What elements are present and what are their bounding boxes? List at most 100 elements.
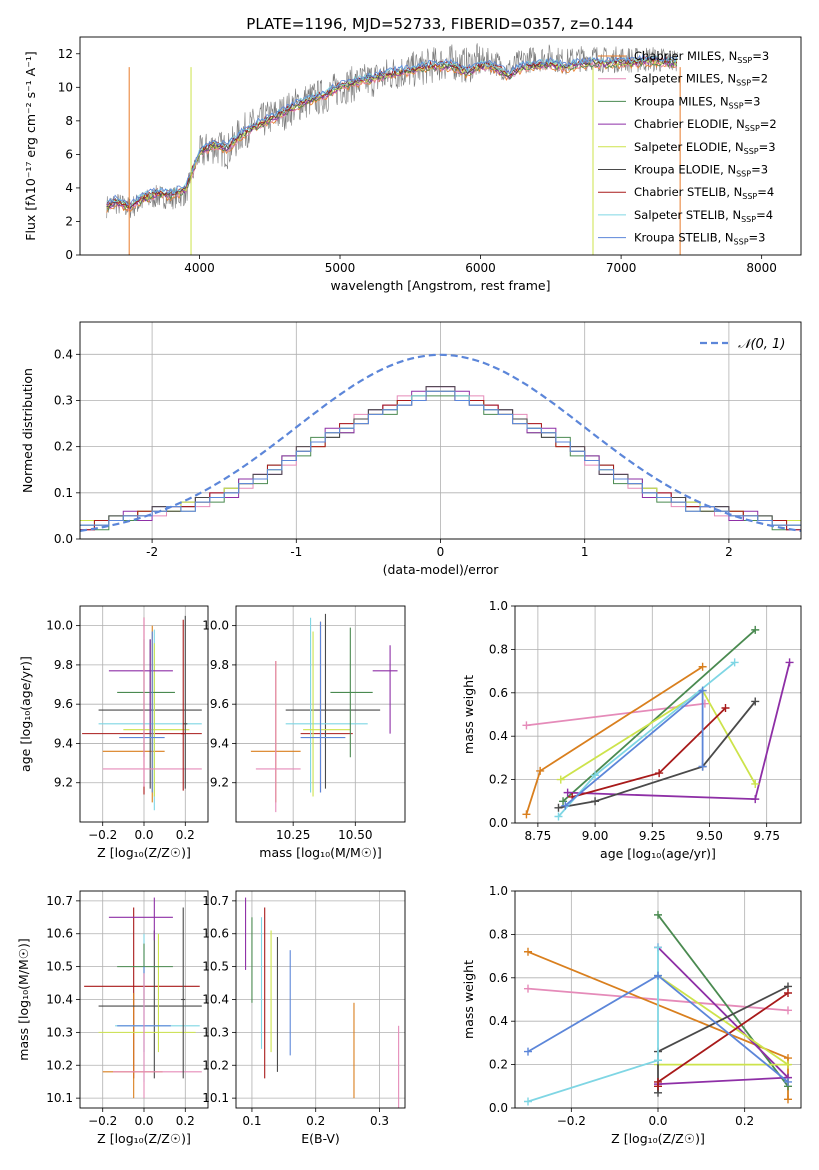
weight-marker: [524, 1097, 532, 1106]
y-axis-label: mass [log₁₀(M/M☉)]: [16, 938, 31, 1060]
y-tick-label: 9.6: [210, 697, 229, 711]
weight-marker: [524, 984, 532, 993]
x-tick-label: 0.2: [306, 1114, 325, 1128]
normal-curve: [80, 353, 801, 532]
x-tick-label: 5000: [325, 261, 356, 275]
y-tick-label: 0.1: [54, 486, 73, 500]
weight-marker: [654, 943, 662, 952]
weight-line: [657, 914, 789, 1087]
x-tick-label: −0.2: [557, 1114, 586, 1128]
legend-normal-label: 𝒩(0, 1): [738, 337, 785, 352]
y-tick-label: 0.2: [54, 440, 73, 454]
weight-marker: [591, 771, 600, 780]
model-spectrum-line: [106, 54, 678, 206]
weight-marker: [751, 697, 760, 706]
x-axis-label: mass [log₁₀(M/M☉)]: [259, 845, 381, 860]
y-axis-label: mass weight: [461, 675, 476, 754]
x-tick-label: 10.25: [276, 828, 310, 842]
x-axis-label: Z [log₁₀(Z/Z☉)]: [97, 1131, 191, 1146]
weight-marker: [556, 775, 565, 784]
histogram-step: [80, 390, 801, 526]
x-tick-label: −0.2: [88, 828, 117, 842]
legend-label: Chabrier ELODIE, NSSP=2: [634, 117, 777, 133]
x-tick-label: 0.3: [370, 1114, 389, 1128]
x-tick-label: 9.00: [582, 829, 609, 843]
y-tick-label: 10.1: [202, 1091, 229, 1105]
model-spectrum-line: [106, 55, 678, 209]
weight-marker: [654, 910, 662, 919]
errorbar-layer: [82, 615, 202, 811]
weight-marker: [784, 988, 792, 997]
x-tick-label: 0.2: [176, 1114, 195, 1128]
axes-frame: [79, 890, 209, 1109]
weight-marker: [751, 795, 760, 804]
x-tick-label: 0: [437, 545, 445, 559]
y-tick-label: 1.0: [489, 599, 508, 613]
residuals-panel: -2 -1 0 1 2 0.0 0.1 0.2 0.3 0.4 (data-model)/error…: [20, 321, 802, 577]
x-tick-label: 9.25: [639, 829, 666, 843]
y-tick-label: 12: [58, 47, 73, 61]
x-tick-label: −0.2: [88, 1114, 117, 1128]
y-tick-label: 10.4: [46, 993, 73, 1007]
weight-marker: [698, 686, 707, 695]
mass-weight-vs-z-panel: −0.2 0.0 0.2 0.0 0.2 0.4 0.6 0.8 1.0 Z [log₁₀(Z/Z…: [461, 884, 802, 1146]
mass-vs-z-panel: −0.2 0.0 0.2 10.1 10.2 10.3 10.4 10.5 10.6 10.7 Z …: [16, 890, 209, 1146]
weight-line: [525, 666, 704, 815]
y-tick-label: 0.4: [489, 1014, 508, 1028]
legend-label: Chabrier STELIB, NSSP=4: [634, 185, 774, 201]
errorbar-layer: [245, 897, 400, 1108]
model-spectrum-line: [106, 58, 678, 210]
weight-marker: [536, 766, 545, 775]
x-tick-label: 8000: [746, 261, 777, 275]
weight-marker: [730, 658, 739, 667]
legend-label: Kroupa MILES, NSSP=3: [634, 94, 760, 110]
mass-vs-ebv-panel: 0.1 0.2 0.3 10.1 10.2 10.3 10.4 10.5 10.6 10.7 E(B…: [202, 890, 406, 1146]
weight-marker: [654, 1056, 662, 1065]
y-tick-label: 10.7: [46, 894, 73, 908]
y-tick-label: 0.3: [54, 393, 73, 407]
y-tick-label: 9.6: [54, 697, 73, 711]
y-tick-label: 2: [65, 214, 73, 228]
weight-lines: [524, 910, 792, 1106]
y-tick-label: 9.4: [210, 736, 229, 750]
y-axis-label: Normed distribution: [20, 368, 35, 493]
age-vs-z-panel: −0.2 0.0 0.2 9.2 9.4 9.6 9.8 10.0 Z [log₁₀(Z/Z☉)…: [18, 605, 209, 860]
y-tick-label: 9.8: [210, 658, 229, 672]
weight-marker: [784, 1077, 792, 1086]
x-tick-label: 7000: [606, 261, 637, 275]
x-axis-label: (data-model)/error: [383, 562, 500, 577]
y-tick-label: 6: [65, 147, 73, 161]
y-tick-label: 10.0: [46, 619, 73, 633]
y-tick-label: 10.3: [46, 1025, 73, 1039]
y-tick-label: 0.6: [489, 971, 508, 985]
y-tick-label: 1.0: [489, 884, 508, 898]
x-tick-label: 0.0: [134, 1114, 153, 1128]
y-tick-label: 10.1: [46, 1091, 73, 1105]
weight-marker: [654, 971, 662, 980]
x-tick-label: 0.0: [648, 1114, 667, 1128]
axes-frame: [514, 605, 802, 824]
weight-marker: [591, 797, 600, 806]
weight-marker: [784, 1095, 792, 1104]
x-tick-label: 10.50: [338, 828, 372, 842]
weight-marker: [784, 1006, 792, 1015]
y-axis-label: age [log₁₀(age/yr)]: [18, 656, 33, 772]
y-tick-label: 10.6: [202, 927, 229, 941]
axes-frame: [79, 36, 802, 256]
y-tick-label: 0.8: [489, 927, 508, 941]
model-spectrum-line: [106, 59, 678, 212]
axes-frame: [235, 605, 406, 823]
weight-marker: [559, 797, 568, 806]
x-axis-label: Z [log₁₀(Z/Z☉)]: [611, 1131, 705, 1146]
x-tick-label: 9.50: [696, 829, 723, 843]
weight-line: [657, 946, 791, 1085]
x-tick-label: 1: [581, 545, 589, 559]
y-tick-label: 0.0: [54, 532, 73, 546]
y-tick-label: 9.4: [54, 736, 73, 750]
weight-marker: [524, 947, 532, 956]
axes-frame: [235, 890, 406, 1109]
mass-weight-vs-age-panel: 8.75 9.00 9.25 9.50 9.75 0.0 0.2 0.4 0.6 0.8 1.0 ag…: [461, 599, 802, 861]
y-tick-label: 10.5: [46, 960, 73, 974]
y-tick-label: 10.7: [202, 894, 229, 908]
